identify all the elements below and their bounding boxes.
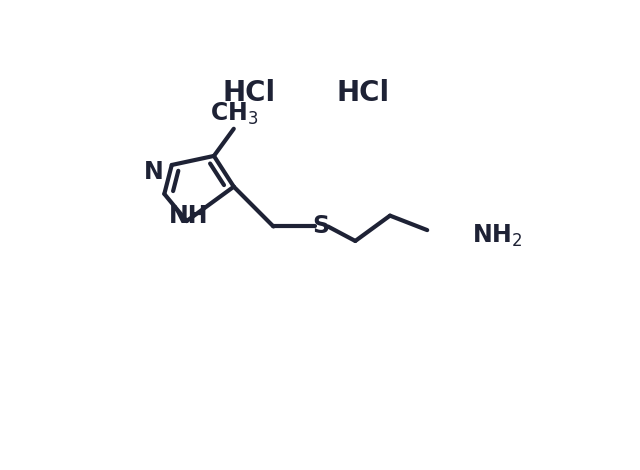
Text: N: N <box>143 160 163 184</box>
Text: HCl: HCl <box>336 78 389 107</box>
Text: NH: NH <box>170 204 209 227</box>
Text: HCl: HCl <box>222 78 275 107</box>
Text: S: S <box>312 214 329 238</box>
Text: NH$_2$: NH$_2$ <box>472 222 522 249</box>
Text: CH$_3$: CH$_3$ <box>209 101 258 127</box>
